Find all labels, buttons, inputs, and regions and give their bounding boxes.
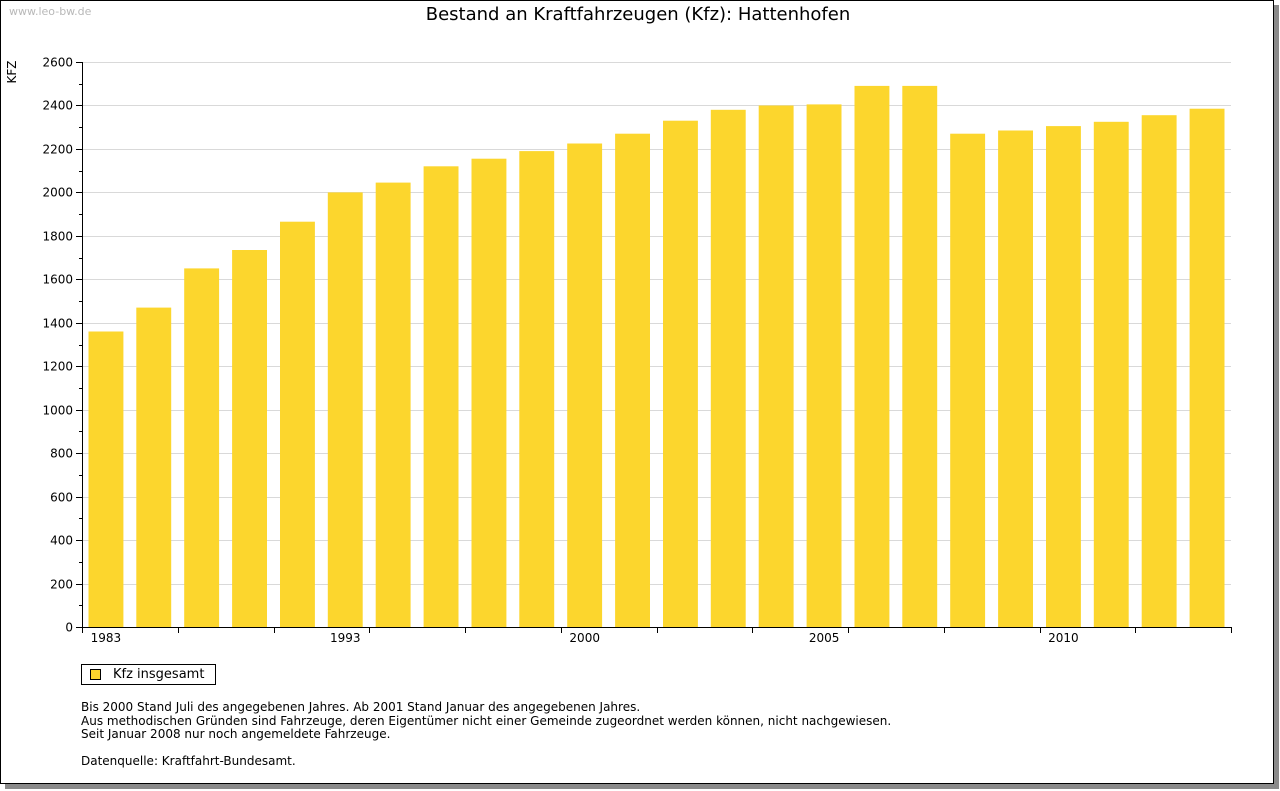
- bar: [519, 151, 555, 627]
- y-tick-label: 0: [65, 621, 73, 635]
- legend-swatch: [90, 669, 101, 680]
- y-tick-label: 2200: [42, 143, 73, 157]
- bar: [423, 166, 459, 628]
- footnotes: Bis 2000 Stand Juli des angegebenen Jahr…: [81, 700, 892, 768]
- bars: [88, 85, 1225, 628]
- legend-label: Kfz insgesamt: [113, 667, 205, 682]
- bar: [136, 307, 172, 627]
- x-tick-label: 1983: [91, 631, 122, 645]
- note-line: Seit Januar 2008 nur noch angemeldete Fa…: [81, 727, 391, 741]
- bar: [854, 85, 890, 627]
- bar: [471, 158, 507, 627]
- gridlines: [82, 62, 1231, 585]
- chart-title: Bestand an Kraftfahrzeugen (Kfz): Hatten…: [425, 4, 851, 25]
- bar: [1046, 126, 1081, 627]
- bar: [184, 268, 220, 627]
- bar-chart: 0 200 400 600 800 1000 1200 1400 1600 1800 2000 220…: [5, 56, 1232, 645]
- bar: [88, 331, 124, 627]
- bar: [1093, 121, 1129, 628]
- bar: [998, 130, 1033, 627]
- y-tick-label: 200: [50, 578, 73, 592]
- x-tick-label: 2005: [809, 631, 840, 645]
- bar: [327, 192, 363, 627]
- bar: [806, 104, 842, 627]
- y-tick-label: 400: [50, 534, 73, 548]
- bar: [567, 143, 603, 627]
- x-tick-label: 1993: [330, 631, 361, 645]
- bar: [950, 133, 986, 627]
- bar: [615, 133, 650, 627]
- note-line: Bis 2000 Stand Juli des angegebenen Jahr…: [81, 700, 641, 714]
- x-tick-label: 2000: [569, 631, 600, 645]
- bar: [280, 221, 315, 627]
- legend: Kfz insgesamt: [81, 664, 216, 685]
- y-tick-label: 1600: [42, 273, 73, 287]
- axes: 0 200 400 600 800 1000 1200 1400 1600 1800 2000 220…: [42, 56, 1232, 645]
- bar: [902, 85, 938, 627]
- bar: [375, 182, 411, 627]
- bar: [1141, 115, 1177, 627]
- y-tick-label: 1800: [42, 230, 73, 244]
- y-tick-label: 1000: [42, 404, 73, 418]
- y-tick-label: 2400: [42, 99, 73, 113]
- y-tick-label: 600: [50, 491, 73, 505]
- data-source: Datenquelle: Kraftfahrt-Bundesamt.: [81, 753, 296, 768]
- bar: [232, 250, 267, 627]
- x-tick-label: 2010: [1048, 631, 1079, 645]
- bar: [710, 109, 746, 628]
- y-tick-label: 2600: [42, 56, 73, 70]
- y-axis-label: KFZ: [5, 61, 19, 84]
- y-tick-label: 1200: [42, 360, 73, 374]
- note-line: Aus methodischen Gründen sind Fahrzeuge,…: [81, 713, 892, 728]
- y-tick-label: 800: [50, 447, 73, 461]
- bar: [663, 120, 698, 627]
- watermark: www.leo-bw.de: [9, 5, 92, 18]
- bar: [758, 105, 794, 627]
- bar: [1189, 108, 1225, 627]
- y-tick-label: 2000: [42, 186, 73, 200]
- y-tick-label: 1400: [42, 317, 73, 331]
